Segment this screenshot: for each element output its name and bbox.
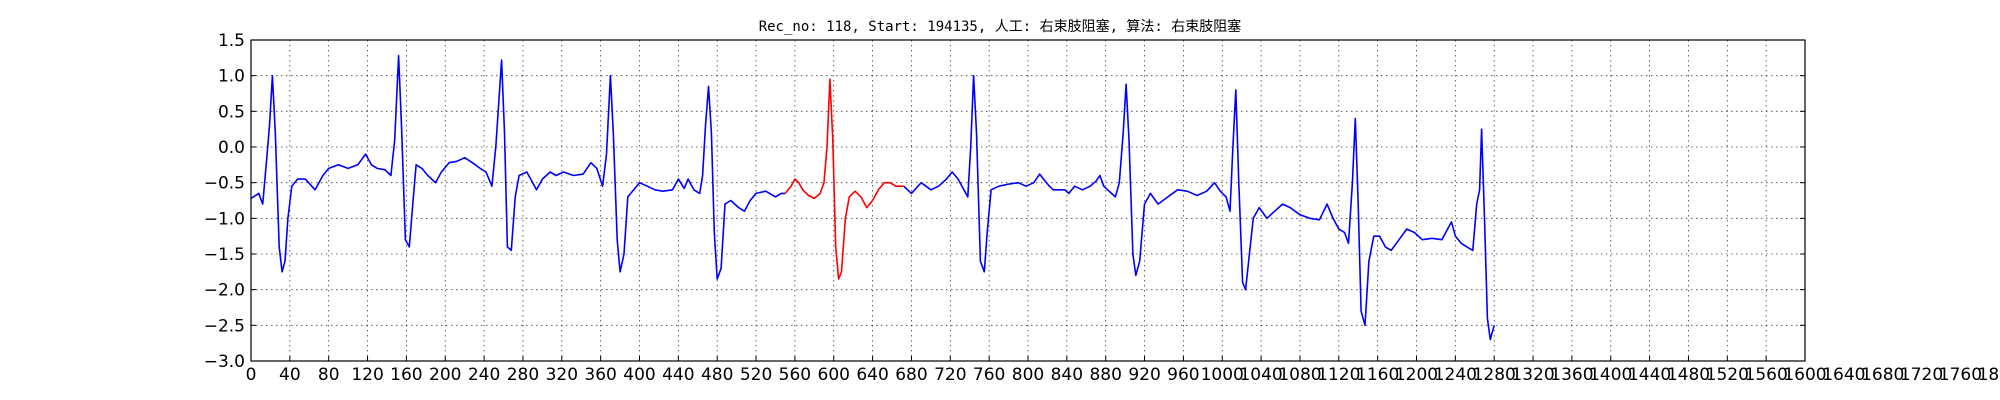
- ecg-line-blue: [903, 74, 1495, 341]
- x-tick-label: 1280: [1473, 365, 1516, 385]
- x-tick-label: 760: [973, 365, 1005, 385]
- chart-title: Rec_no: 118, Start: 194135, 人工: 右束肢阻塞, 算…: [759, 18, 1242, 35]
- y-tick-label: 0.0: [218, 138, 245, 158]
- x-tick-label: 1640: [1822, 365, 1865, 385]
- x-tick-label: 1040: [1239, 365, 1282, 385]
- x-tick-label: 840: [1051, 365, 1083, 385]
- series-group: [250, 54, 1495, 341]
- x-tick-label: 920: [1128, 365, 1160, 385]
- x-tick-label: 400: [623, 365, 655, 385]
- y-tick-label: −3.0: [204, 352, 245, 372]
- x-tick-label: 1720: [1900, 365, 1943, 385]
- x-tick-label: 280: [507, 365, 539, 385]
- x-tick-label: 120: [351, 365, 383, 385]
- y-axis: 1.5 1.0 0.5 0.0 −0.5 −1.0 −1.5 −2.0 −2.5 −3.0: [204, 31, 1805, 372]
- ecg-line-blue: [250, 54, 786, 280]
- x-tick-label: 80: [318, 365, 340, 385]
- x-tick-label: 720: [934, 365, 966, 385]
- x-tick-label: 1760: [1939, 365, 1982, 385]
- y-tick-label: 1.5: [218, 31, 245, 51]
- x-tick-label: 600: [818, 365, 850, 385]
- x-tick-label: 520: [740, 365, 772, 385]
- x-tick-label: 800: [1012, 365, 1044, 385]
- y-tick-label: −2.0: [204, 281, 245, 301]
- x-tick-label: 1080: [1278, 365, 1321, 385]
- x-tick-label: 1000: [1201, 365, 1244, 385]
- x-tick-label: 1160: [1356, 365, 1399, 385]
- x-tick-label: 200: [429, 365, 461, 385]
- x-tick-label: 240: [468, 365, 500, 385]
- x-tick-label: 960: [1167, 365, 1199, 385]
- x-tick-label: 1400: [1589, 365, 1632, 385]
- x-axis: 0 40 80 120 160 200 240 280 320 360 400 440 480 520 56…: [246, 356, 2000, 385]
- x-tick-label: 1440: [1628, 365, 1671, 385]
- x-tick-label: 1320: [1511, 365, 1554, 385]
- x-tick-label: 640: [856, 365, 888, 385]
- x-tick-label: 680: [895, 365, 927, 385]
- x-tick-label: 1240: [1434, 365, 1477, 385]
- x-tick-label: 440: [662, 365, 694, 385]
- x-tick-label: 40: [279, 365, 301, 385]
- x-tick-label: 560: [779, 365, 811, 385]
- y-tick-label: −1.0: [204, 209, 245, 229]
- x-tick-label: 1520: [1706, 365, 1749, 385]
- x-tick-label: 1680: [1861, 365, 1904, 385]
- y-tick-label: 1.0: [218, 67, 245, 87]
- x-tick-label: 1200: [1395, 365, 1438, 385]
- x-tick-label: 1360: [1550, 365, 1593, 385]
- x-tick-label: 1800: [1978, 365, 2000, 385]
- x-tick-label: 480: [701, 365, 733, 385]
- y-tick-label: 0.5: [218, 102, 245, 122]
- x-tick-label: 320: [546, 365, 578, 385]
- x-tick-label: 1600: [1783, 365, 1826, 385]
- x-tick-label: 0: [246, 365, 257, 385]
- x-tick-label: 1560: [1745, 365, 1788, 385]
- x-tick-label: 360: [584, 365, 616, 385]
- y-tick-label: −0.5: [204, 174, 245, 194]
- x-tick-label: 1480: [1667, 365, 1710, 385]
- y-tick-label: −2.5: [204, 316, 245, 336]
- y-tick-label: −1.5: [204, 245, 245, 265]
- grid: [250, 39, 1806, 362]
- x-tick-label: 1120: [1317, 365, 1360, 385]
- x-tick-label: 880: [1089, 365, 1121, 385]
- ecg-line-red: [784, 78, 904, 280]
- x-tick-label: 160: [390, 365, 422, 385]
